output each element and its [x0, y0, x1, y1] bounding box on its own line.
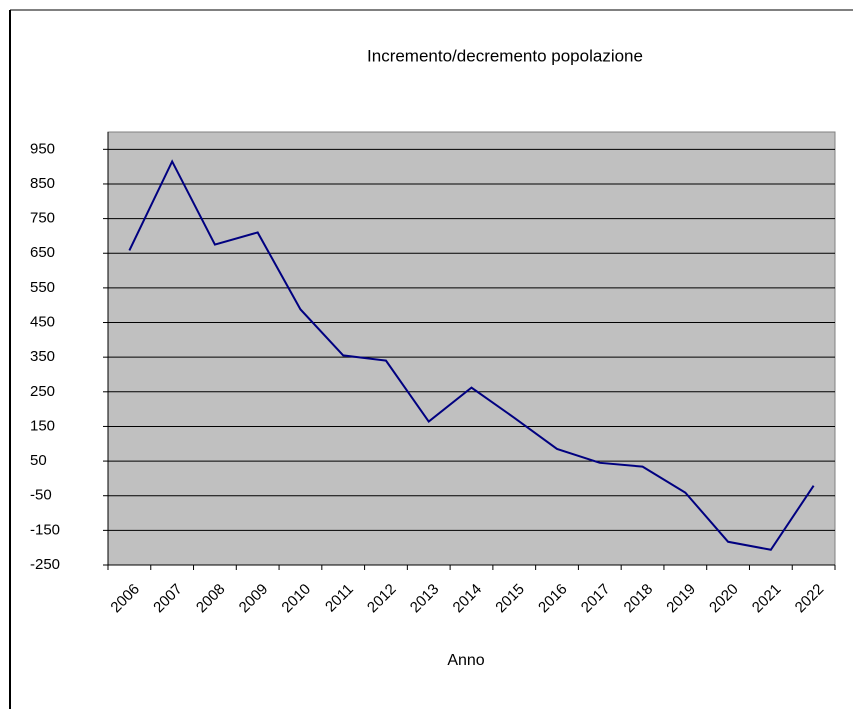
y-tick-label: 450 [30, 313, 55, 330]
y-tick-label: -250 [30, 556, 60, 573]
y-tick-label: 950 [30, 140, 55, 157]
y-tick-label: 50 [30, 452, 47, 469]
x-axis-label: Anno [447, 652, 484, 669]
y-tick-label: 750 [30, 210, 55, 227]
y-tick-label: -150 [30, 521, 60, 538]
y-tick-label: 550 [30, 279, 55, 296]
y-tick-label: 150 [30, 417, 55, 434]
chart-title: Incremento/decremento popolazione [367, 46, 643, 65]
plot-area [107, 131, 836, 566]
y-tick-label: 650 [30, 244, 55, 261]
y-tick-label: -50 [30, 487, 52, 504]
y-tick-label: 350 [30, 348, 55, 365]
y-tick-label: 850 [30, 175, 55, 192]
y-tick-label: 250 [30, 383, 55, 400]
data-line [128, 159, 815, 551]
